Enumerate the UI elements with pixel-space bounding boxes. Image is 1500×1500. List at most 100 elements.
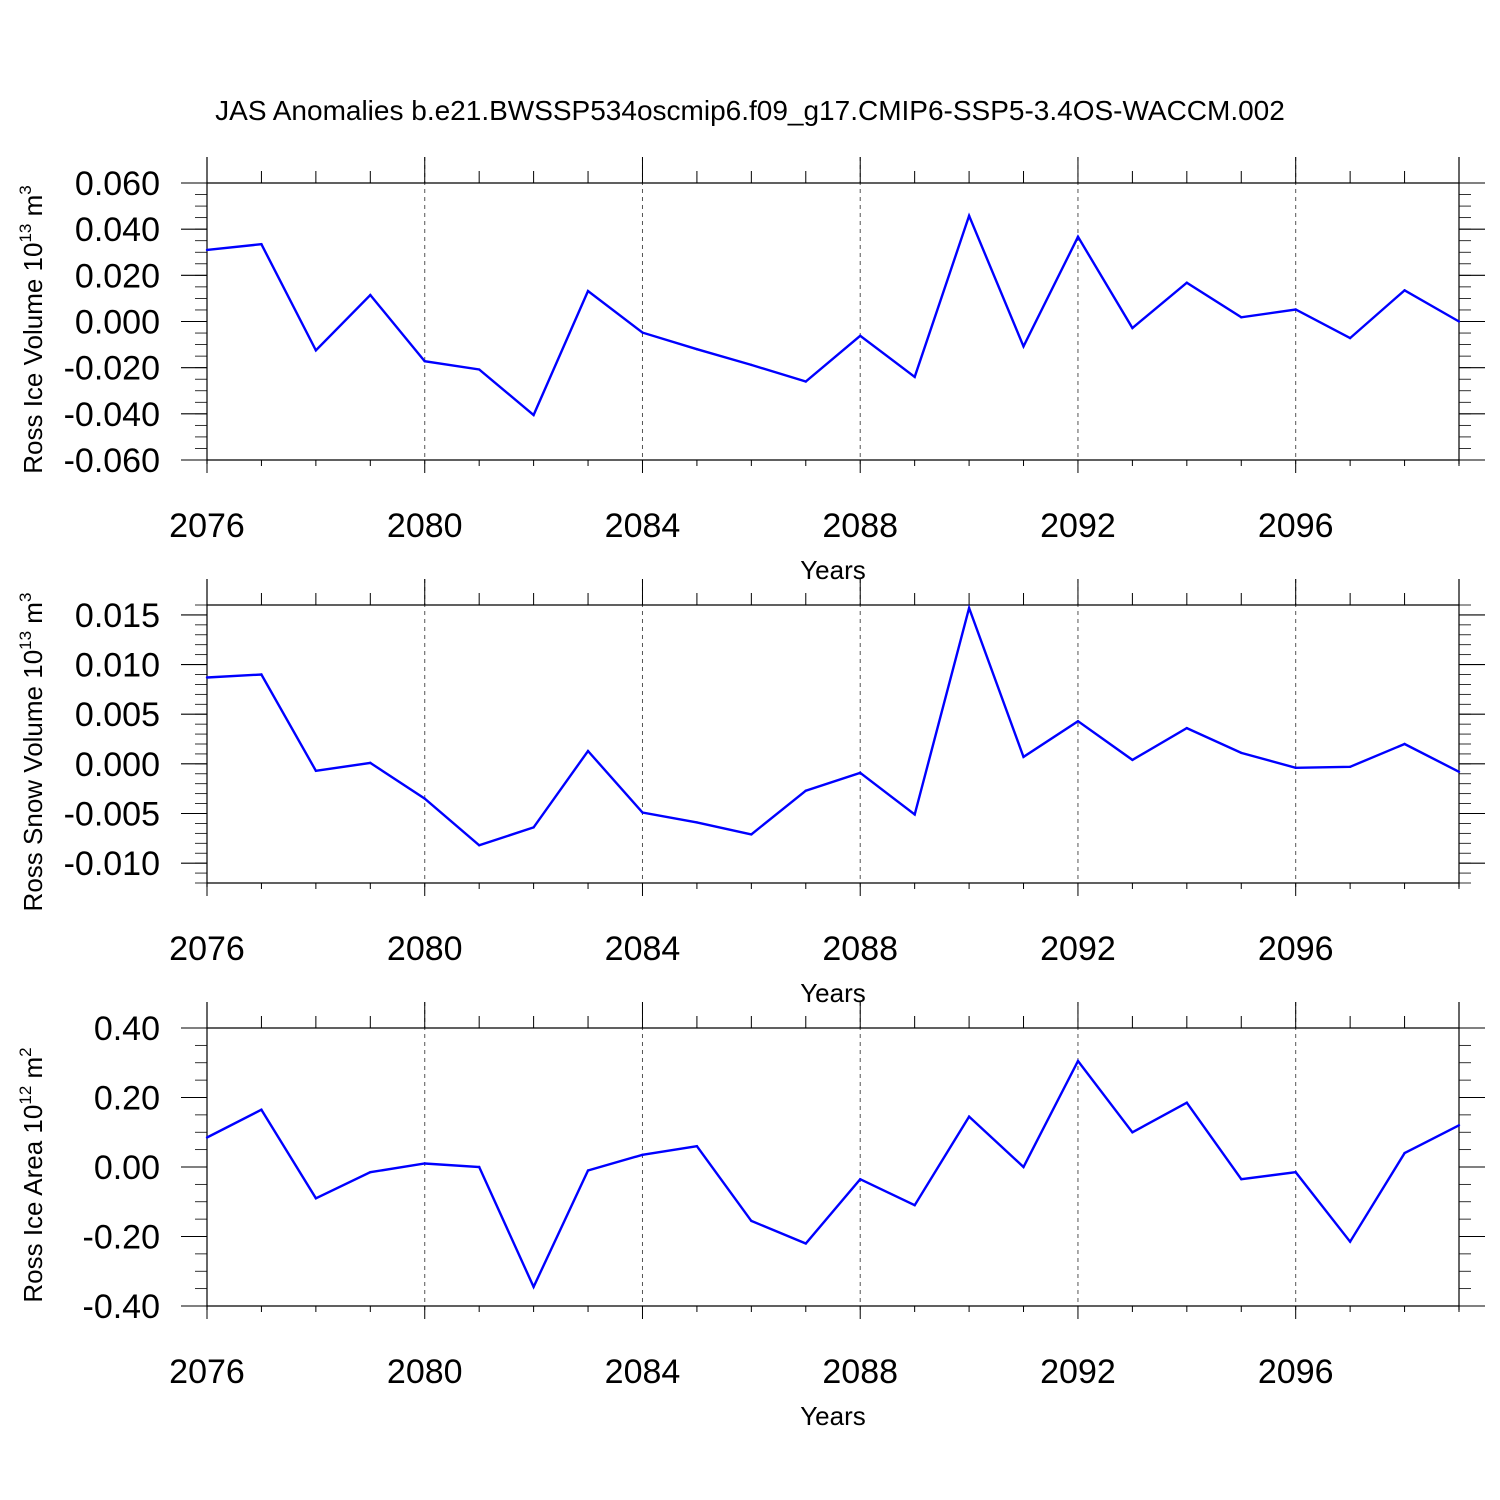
data-point: [913, 375, 916, 379]
data-point: [804, 1242, 807, 1245]
y-axis-label-unit: m: [18, 195, 48, 224]
data-point: [913, 813, 916, 816]
y-axis-label-text: Ross Snow Volume 10: [18, 650, 48, 912]
data-point: [859, 771, 862, 774]
data-point: [1185, 1101, 1189, 1104]
chart-title: JAS Anomalies b.e21.BWSSP534oscmip6.f09_…: [215, 95, 1285, 126]
data-point: [260, 242, 263, 246]
data-point: [369, 1171, 372, 1174]
data-point: [1076, 235, 1080, 238]
x-tick-label: 2084: [605, 930, 681, 968]
x-tick-label: 2080: [387, 930, 463, 968]
data-point: [804, 789, 807, 792]
y-tick-label: 0.000: [75, 304, 160, 342]
data-point: [750, 363, 753, 367]
panel-snow-volume: 0.015 0.010 0.005 0.000 -0.005 -0.010 2076 2080…: [16, 579, 1485, 1008]
data-point: [967, 214, 971, 217]
data-point: [1022, 755, 1025, 759]
data-point: [1131, 326, 1134, 330]
data-point: [586, 1169, 590, 1172]
data-point: [1457, 320, 1461, 323]
data-point: [205, 248, 209, 252]
data-point: [532, 413, 535, 417]
y-tick-label: -0.005: [64, 796, 160, 834]
x-tick-label: 2084: [605, 1353, 681, 1391]
data-point: [1185, 726, 1189, 730]
y-axis-label-unit-exponent: 3: [16, 593, 35, 602]
y-tick-label: 0.40: [94, 1010, 160, 1048]
y-tick-label: 0.000: [75, 746, 160, 784]
x-tick-label: 2092: [1040, 930, 1116, 968]
data-point: [967, 606, 971, 610]
data-point: [750, 833, 753, 836]
y-tick-label: 0.060: [75, 165, 160, 203]
y-tick-label: -0.010: [64, 845, 160, 883]
panel-ice-volume: 0.0600.0400.0200.000-0.020-0.040-0.06020…: [16, 157, 1485, 585]
y-tick-label: 0.20: [94, 1080, 160, 1118]
data-point: [1076, 719, 1080, 723]
series-line: [206, 212, 1460, 417]
data-point: [532, 826, 535, 829]
data-point: [314, 769, 318, 773]
data-point: [205, 1136, 209, 1139]
data-point: [532, 1285, 535, 1289]
data-point: [314, 1197, 318, 1200]
series-line: [206, 1058, 1460, 1290]
x-tick-label: 2088: [822, 507, 898, 545]
data-point: [1403, 289, 1406, 292]
data-point: [369, 761, 372, 765]
y-axis-label-unit-exponent: 3: [16, 185, 35, 194]
data-point: [1240, 751, 1243, 755]
y-axis-label: Ross Snow Volume 1013 m3: [16, 593, 48, 912]
data-point: [260, 1108, 263, 1111]
data-point: [1022, 345, 1025, 348]
y-axis-label-unit-exponent: 2: [16, 1047, 35, 1056]
data-point: [423, 360, 426, 363]
data-point: [641, 811, 644, 814]
x-tick-label: 2088: [822, 1353, 898, 1391]
y-tick-label: -0.040: [64, 396, 160, 434]
data-point: [1294, 766, 1297, 770]
data-point: [1348, 336, 1352, 340]
data-point: [750, 1219, 753, 1223]
y-tick-label: -0.060: [64, 442, 160, 480]
data-point: [1403, 742, 1406, 746]
data-point: [1185, 281, 1189, 284]
data-point: [260, 673, 263, 676]
x-tick-label: 2076: [169, 1353, 245, 1391]
data-point: [1348, 1240, 1352, 1243]
y-tick-label: 0.040: [75, 211, 160, 249]
y-axis-label: Ross Ice Area 1012 m2: [16, 1047, 48, 1302]
data-point: [695, 821, 699, 824]
data-point: [423, 1162, 426, 1165]
y-axis-label-text: Ross Ice Volume 10: [18, 243, 48, 474]
y-axis-label: Ross Ice Volume 1013 m3: [16, 185, 48, 474]
x-tick-label: 2096: [1258, 930, 1334, 968]
x-axis-label: Years: [800, 1401, 866, 1431]
data-point: [1240, 316, 1243, 319]
y-tick-label: 0.010: [75, 647, 160, 685]
data-point: [586, 289, 590, 293]
data-point: [695, 348, 699, 351]
data-point: [859, 334, 862, 338]
data-point: [1131, 1131, 1134, 1134]
data-point: [967, 1115, 971, 1118]
data-point: [423, 797, 426, 800]
x-tick-label: 2076: [169, 930, 245, 968]
data-point: [804, 380, 807, 383]
data-point: [477, 1165, 481, 1169]
data-point: [1457, 770, 1461, 773]
data-point: [586, 749, 590, 753]
y-tick-label: 0.015: [75, 597, 160, 635]
y-tick-label: -0.40: [83, 1288, 161, 1326]
y-tick-label: 0.00: [94, 1149, 160, 1187]
data-point: [641, 1153, 644, 1157]
y-axis-label-exponent: 13: [16, 631, 35, 650]
data-point: [314, 349, 318, 352]
data-point: [205, 676, 209, 679]
x-tick-label: 2088: [822, 930, 898, 968]
data-point: [477, 368, 481, 371]
y-axis-label-unit: m: [18, 602, 48, 631]
y-tick-label: -0.20: [83, 1219, 161, 1257]
